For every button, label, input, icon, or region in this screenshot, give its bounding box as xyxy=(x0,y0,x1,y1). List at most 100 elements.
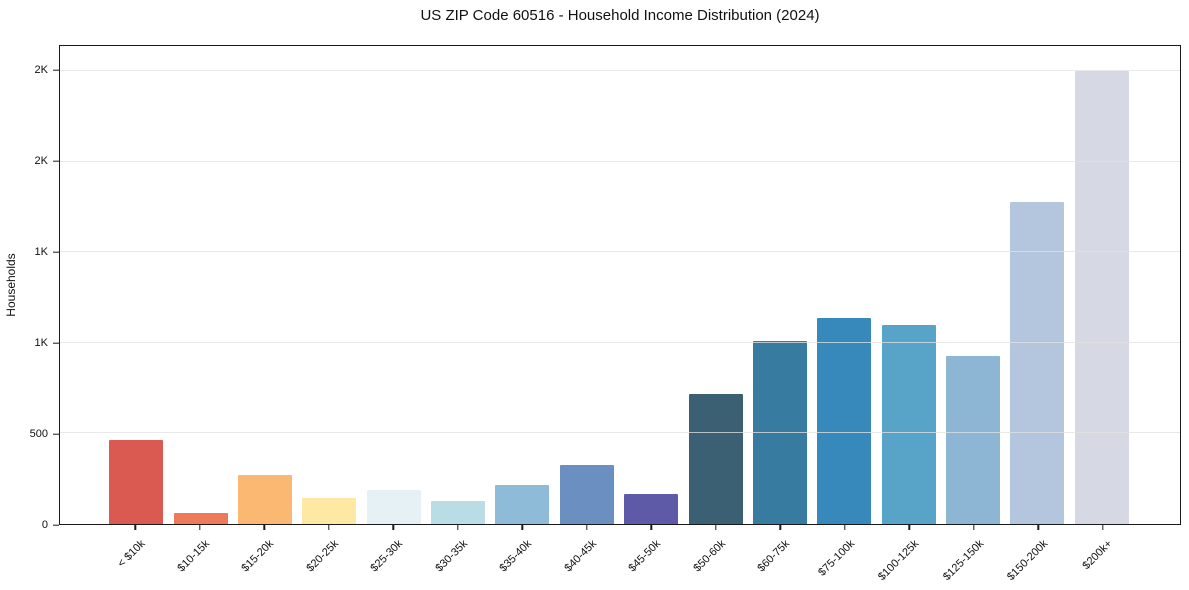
xtick-label: $15-20k xyxy=(239,537,277,575)
gridline xyxy=(60,160,1180,162)
xtick-cell: $150-200k xyxy=(1005,525,1071,589)
xtick-label: $10-15k xyxy=(175,537,212,575)
bar-slot xyxy=(297,46,361,524)
gridline xyxy=(60,251,1180,253)
xtick-cell: $35-40k xyxy=(490,525,555,589)
bar-slot xyxy=(1005,46,1069,524)
xtick-mark xyxy=(1037,525,1039,530)
bar-slot xyxy=(877,46,941,524)
gridline xyxy=(60,432,1180,434)
xtick-label: < $10k xyxy=(115,537,148,570)
ytick-label: 1K xyxy=(34,337,48,350)
ytick-mark xyxy=(53,524,59,526)
xtick-cell: $75-100k xyxy=(813,525,878,589)
xtick-cell: $25-30k xyxy=(361,525,426,589)
bar-slot xyxy=(426,46,490,524)
ytick-mark xyxy=(53,342,59,344)
xtick-label: $60-75k xyxy=(755,537,793,575)
xtick-mark xyxy=(392,525,394,530)
plot-area xyxy=(59,45,1181,525)
xtick-cell: $100-125k xyxy=(876,525,942,589)
bar-slot xyxy=(490,46,554,524)
y-axis: 0 500 1K 1K 2K 2K xyxy=(0,45,59,531)
ytick-label: 0 xyxy=(41,519,48,531)
bar--50-60k xyxy=(688,393,743,524)
ytick-label: 2K xyxy=(34,155,48,168)
bar-slot xyxy=(555,46,619,524)
xtick-mark xyxy=(844,525,846,530)
xtick-label: $30-35k xyxy=(433,537,470,575)
xtick-cell: $20-25k xyxy=(297,525,362,589)
xtick-cell: $60-75k xyxy=(748,525,813,589)
bars-container xyxy=(60,46,1180,524)
bar--150-200k xyxy=(1010,201,1065,524)
bar--40-45k xyxy=(559,465,614,524)
bar--75-100k xyxy=(817,317,872,524)
bar-slot xyxy=(683,46,747,524)
ytick-mark xyxy=(53,160,59,163)
ytick-label: 2K xyxy=(34,64,48,77)
xtick-mark xyxy=(263,525,265,530)
xtick-label: $200k+ xyxy=(1080,537,1115,572)
ytick-mark xyxy=(53,433,59,435)
xtick-cell: $125-150k xyxy=(940,525,1007,589)
xtick-cell: $45-50k xyxy=(619,525,684,589)
bar-slot xyxy=(619,46,683,524)
ytick-mark xyxy=(53,69,59,72)
bar--35-40k xyxy=(495,485,550,524)
chart-title: US ZIP Code 60516 - Household Income Dis… xyxy=(420,7,820,24)
xtick-label: $40-45k xyxy=(562,537,599,575)
bar--125-150k xyxy=(946,355,1001,524)
xtick-mark xyxy=(779,525,781,530)
xtick-cell: < $10k xyxy=(103,525,168,589)
xtick-label: $45-50k xyxy=(626,537,664,575)
ytick-mark xyxy=(53,251,59,253)
bar-slot xyxy=(233,46,297,524)
bar-slot xyxy=(941,46,1005,524)
xtick-cell: $30-35k xyxy=(426,525,491,589)
x-axis: < $10k $10-15k $15-20k $20-25k $25-30k $30-35… xyxy=(59,525,1181,589)
xtick-mark xyxy=(715,525,717,530)
xtick-mark xyxy=(134,525,136,530)
xtick-label: $150-200k xyxy=(1005,537,1051,584)
xtick-mark xyxy=(521,525,523,530)
xtick-mark xyxy=(586,525,588,530)
bar-slot xyxy=(104,46,168,524)
bar--10k xyxy=(109,439,164,524)
xtick-label: $100-125k xyxy=(876,537,922,584)
bar--10-15k xyxy=(173,513,228,524)
xtick-label: $35-40k xyxy=(497,537,535,575)
bar-slot xyxy=(748,46,812,524)
xtick-label: $20-25k xyxy=(304,537,341,575)
xtick-label: $25-30k xyxy=(368,537,406,575)
bar-slot xyxy=(812,46,876,524)
ytick-label: 500 xyxy=(29,428,48,441)
xtick-mark xyxy=(1102,525,1104,530)
bar--30-35k xyxy=(431,501,486,524)
xtick-mark xyxy=(199,525,201,530)
bar--20-25k xyxy=(302,497,357,524)
bar--200k+ xyxy=(1074,71,1129,524)
ytick-label: 1K xyxy=(34,246,48,259)
bar-slot xyxy=(168,46,232,524)
xtick-mark xyxy=(973,525,975,530)
bar-slot xyxy=(1070,46,1134,524)
xtick-label: $125-150k xyxy=(940,537,986,584)
xtick-mark xyxy=(908,525,910,530)
bar--25-30k xyxy=(366,489,421,524)
xtick-mark xyxy=(328,525,330,530)
bar--45-50k xyxy=(624,494,679,524)
xtick-mark xyxy=(650,525,652,530)
xtick-cell: $50-60k xyxy=(684,525,749,589)
xtick-cell: $15-20k xyxy=(232,525,297,589)
xtick-cell: $200k+ xyxy=(1071,525,1136,589)
xtick-cell: $10-15k xyxy=(168,525,233,589)
bar--100-125k xyxy=(881,324,936,524)
xtick-label: $75-100k xyxy=(816,537,857,579)
xtick-cell: $40-45k xyxy=(555,525,620,589)
bar-slot xyxy=(362,46,426,524)
gridline xyxy=(60,341,1180,343)
bar--15-20k xyxy=(237,475,292,524)
xtick-mark xyxy=(457,525,459,530)
